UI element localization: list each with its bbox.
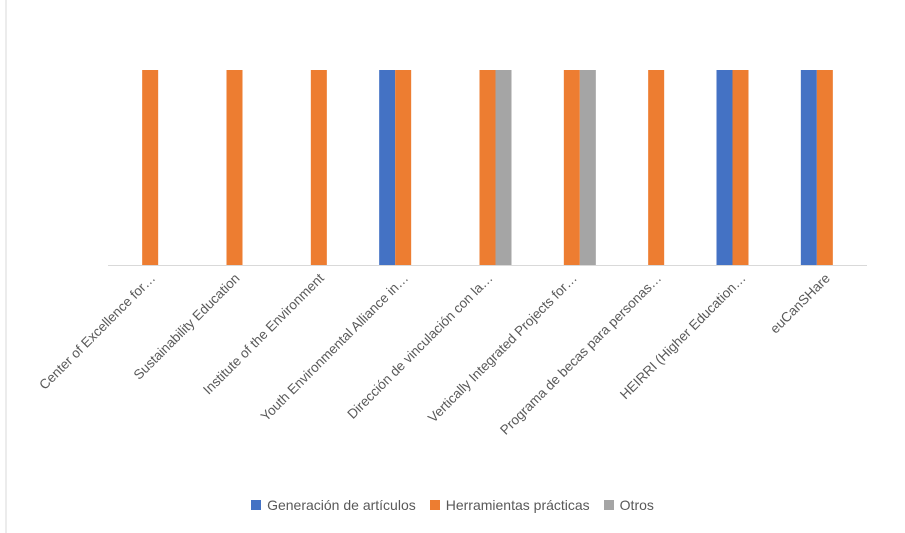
bars-group xyxy=(142,70,833,265)
category-label-5: Vertically Integrated Projects for… xyxy=(425,271,580,426)
bar-herramientas-pr-cticas-5 xyxy=(563,70,580,265)
legend-swatch-2 xyxy=(603,500,614,510)
category-label-8: euCanSHare xyxy=(767,271,833,337)
bar-otros-4 xyxy=(495,70,512,265)
category-label-3: Youth Environmental Alliance in… xyxy=(258,271,412,425)
bar-herramientas-pr-cticas-8 xyxy=(816,70,833,265)
bar-generaci-n-de-art-culos-3 xyxy=(379,70,396,265)
bar-herramientas-pr-cticas-3 xyxy=(395,70,412,265)
bar-herramientas-pr-cticas-1 xyxy=(226,70,243,265)
bar-herramientas-pr-cticas-4 xyxy=(479,70,496,265)
bar-generaci-n-de-art-culos-7 xyxy=(716,70,733,265)
bar-herramientas-pr-cticas-6 xyxy=(648,70,665,265)
legend-item-2: Otros xyxy=(603,497,654,513)
legend-label-2: Otros xyxy=(619,497,654,513)
bar-herramientas-pr-cticas-7 xyxy=(732,70,749,265)
bar-herramientas-pr-cticas-2 xyxy=(310,70,327,265)
category-label-4: Dirección de vinculación con la… xyxy=(344,271,495,422)
legend-item-1: Herramientas prácticas xyxy=(429,497,590,513)
legend-label-0: Generación de artículos xyxy=(267,497,416,513)
legend-label-1: Herramientas prácticas xyxy=(445,497,590,513)
category-labels-group: Center of Excellence for…Sustainability … xyxy=(36,270,833,437)
legend-swatch-1 xyxy=(429,500,440,510)
bar-generaci-n-de-art-culos-8 xyxy=(800,70,817,265)
bar-herramientas-pr-cticas-0 xyxy=(142,70,159,265)
legend-swatch-0 xyxy=(251,500,262,510)
legend: Generación de artículos Herramientas prác… xyxy=(0,497,905,513)
category-label-6: Programa de becas para personas… xyxy=(497,271,664,438)
bar-otros-5 xyxy=(579,70,596,265)
legend-item-0: Generación de artículos xyxy=(251,497,416,513)
